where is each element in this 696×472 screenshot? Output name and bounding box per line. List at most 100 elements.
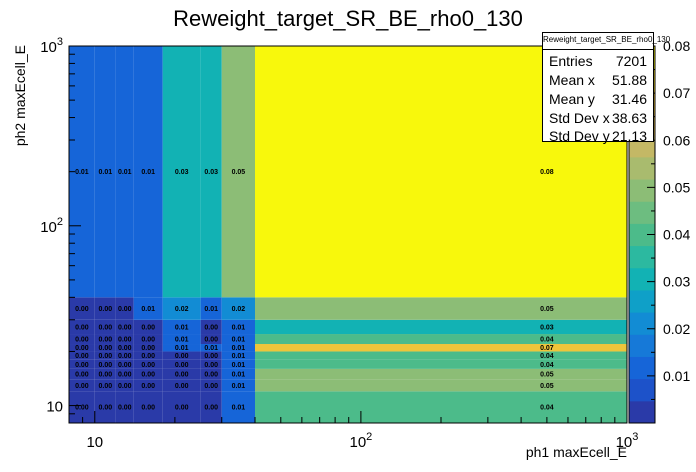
stats-label: Std Dev x: [549, 110, 610, 126]
cell-value-label: 0.00: [75, 372, 89, 379]
cell-value-label: 0.00: [118, 345, 132, 352]
cell-value-label: 0.00: [75, 345, 89, 352]
cell-value-label: 0.00: [175, 405, 189, 412]
cell-value-label: 0.00: [118, 324, 132, 331]
heatmap-cell: [133, 46, 163, 298]
heatmap-cell: [255, 379, 627, 392]
heatmap-cell: [115, 379, 134, 392]
color-scale-tick-label: 0.01: [663, 368, 690, 384]
cell-value-label: 0.00: [118, 362, 132, 369]
stats-row-std-dev-x: Std Dev x 38.63: [549, 109, 647, 128]
cell-value-label: 0.04: [540, 405, 554, 412]
x-tick-label: 103: [616, 431, 639, 451]
heatmap-cell: [94, 391, 116, 423]
heatmap-cell: [200, 334, 222, 345]
stats-divider: [543, 49, 653, 50]
cell-value-label: 0.00: [141, 362, 155, 369]
x-axis: 10 102 103: [68, 411, 639, 451]
heatmap-cell: [69, 379, 95, 392]
heatmap-cell: [221, 391, 255, 423]
color-scale-tick-label: 0.06: [663, 132, 690, 148]
heatmap-cell: [69, 297, 95, 320]
heatmap-cell: [162, 379, 201, 392]
stats-label: Mean y: [549, 91, 595, 107]
cell-value-label: 0.01: [175, 345, 189, 352]
heatmap-cell: [133, 359, 163, 369]
heatmap-cell: [255, 344, 627, 352]
stats-label: Entries: [549, 53, 593, 69]
cell-value-label: 0.00: [175, 383, 189, 390]
y-axis: 10 102 103: [40, 36, 81, 424]
heatmap-cell: [255, 297, 627, 320]
heatmap-cell: [255, 351, 627, 360]
cell-value-label: 0.00: [99, 383, 113, 390]
heatmap-cell: [200, 297, 222, 320]
heatmap-cell: [200, 344, 222, 352]
color-scale-band: [629, 267, 655, 291]
heatmap-cell: [221, 351, 255, 360]
color-scale-band: [629, 334, 655, 357]
color-scale-band: [629, 201, 655, 224]
cell-value-label: 0.00: [141, 345, 155, 352]
cell-value-label: 0.05: [540, 306, 554, 313]
cell-value-label: 0.05: [540, 372, 554, 379]
cell-value-label: 0.00: [99, 324, 113, 331]
cell-value-label: 0.07: [540, 345, 554, 352]
heatmap-cell: [94, 379, 116, 392]
cell-value-label: 0.00: [141, 383, 155, 390]
heatmap-cell: [221, 368, 255, 380]
heatmap-cell: [69, 344, 95, 352]
heatmap-cell: [162, 319, 201, 335]
cell-value-label: 0.05: [232, 169, 246, 176]
cell-value-label: 0.08: [540, 169, 554, 176]
cell-value-label: 0.01: [75, 169, 89, 176]
cell-value-label: 0.00: [204, 353, 218, 360]
heatmap-cell: [200, 319, 222, 335]
heatmap-cell: [115, 359, 134, 369]
color-scale-band: [629, 400, 655, 424]
cell-value-label: 0.00: [141, 372, 155, 379]
cell-value-label: 0.02: [175, 306, 189, 313]
heatmap-cell: [115, 46, 134, 298]
color-scale-band: [629, 179, 655, 202]
heatmap-cell: [221, 379, 255, 392]
cell-value-label: 0.01: [232, 353, 246, 360]
heatmap-cell: [162, 351, 201, 360]
stats-box: Reweight_target_SR_BE_rho0_130 Entries 7…: [542, 32, 671, 144]
stats-value: 7201: [615, 53, 647, 69]
heatmap-cell: [133, 297, 163, 320]
heatmap-cell: [221, 297, 255, 320]
cell-value-label: 0.00: [99, 306, 113, 313]
color-scale-band: [629, 356, 655, 380]
cell-value-label: 0.00: [75, 362, 89, 369]
heatmap-cell: [162, 344, 201, 352]
heatmap-cell: [133, 344, 163, 352]
cell-value-label: 0.00: [118, 337, 132, 344]
cell-value-label: 0.01: [141, 306, 155, 313]
stats-title: Reweight_target_SR_BE_rho0_130: [543, 35, 671, 44]
cell-value-label: 0.01: [232, 362, 246, 369]
cell-value-label: 0.00: [175, 353, 189, 360]
cell-value-label: 0.01: [141, 169, 155, 176]
color-scale-band: [629, 378, 655, 402]
stats-value: 21.13: [611, 128, 647, 144]
cell-value-label: 0.01: [232, 345, 246, 352]
stats-row-mean-y: Mean y 31.46: [549, 90, 647, 109]
y-axis-label: ph2 maxEcell_E: [12, 45, 28, 146]
cell-value-label: 0.01: [232, 383, 246, 390]
heatmap-cell: [162, 297, 201, 320]
cell-value-label: 0.01: [204, 345, 218, 352]
heatmap-cell: [94, 334, 116, 345]
cell-value-label: 0.00: [141, 324, 155, 331]
cell-value-label: 0.00: [75, 324, 89, 331]
heatmap-cell: [255, 368, 627, 380]
cell-value-label: 0.01: [118, 169, 132, 176]
cell-value-label: 0.00: [204, 405, 218, 412]
heatmap-cell: [94, 344, 116, 352]
cell-value-label: 0.00: [99, 337, 113, 344]
heatmap-cell: [221, 46, 255, 298]
heatmap-cell: [255, 359, 627, 369]
heatmap-cell: [115, 319, 134, 335]
color-scale-tick-label: 0.08: [663, 38, 690, 54]
color-scale-tick-label: 0.05: [663, 179, 690, 195]
